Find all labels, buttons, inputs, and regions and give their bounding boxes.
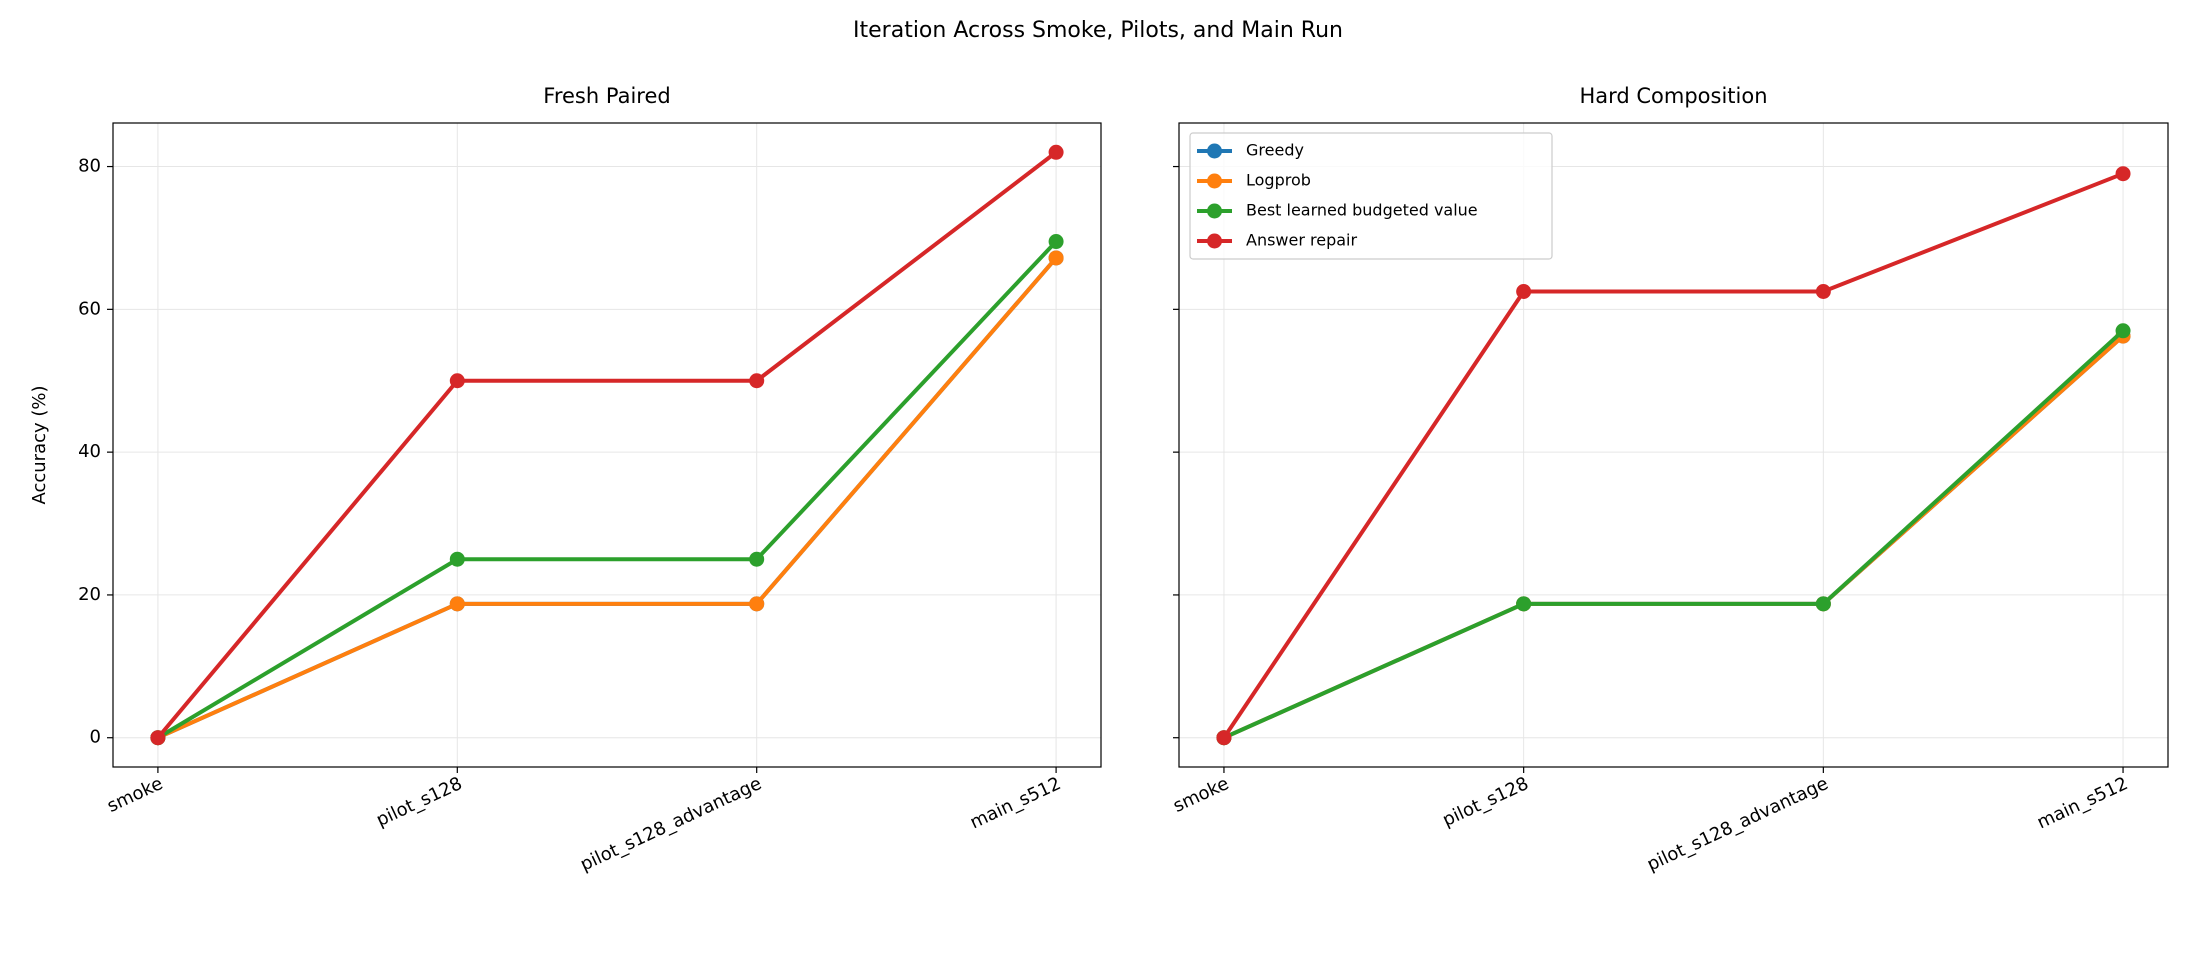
figure-title: Iteration Across Smoke, Pilots, and Main… [853,18,1343,43]
x-tick-label: pilot_s128 [373,773,465,831]
legend: Greedy Logprob Best learned budgeted value… [1189,132,1553,260]
y-axis-label: Accuracy (%) [29,385,50,504]
legend-marker [1207,203,1222,219]
data-point [449,596,465,612]
legend-label: Greedy [1246,141,1304,160]
legend-marker [1207,173,1222,189]
series [1216,328,2131,746]
axes-frame [112,122,1102,768]
chart-title: Hard Composition [1579,84,1767,108]
data-point [2115,166,2131,182]
legend-marker [1207,143,1222,159]
series [150,250,1064,746]
x-tick-label: smoke [1170,773,1232,817]
y-tick-label: 0 [90,727,101,748]
series [1216,323,2131,746]
data-point [749,596,765,612]
x-tick-label: pilot_s128_advantage [577,773,765,875]
data-point [1815,283,1831,299]
legend-marker [1207,233,1222,249]
series [150,250,1064,746]
x-tick-label: main_s512 [967,773,1064,833]
legend-label: Answer repair [1246,231,1357,250]
series-line [157,256,1058,740]
series-line [157,256,1058,740]
data-point [749,373,765,389]
y-tick-label: 20 [78,584,101,605]
y-tick-label: 60 [78,298,101,319]
series [1216,328,2131,746]
series-line [1223,329,2125,740]
data-point [2115,323,2131,339]
series [150,144,1064,746]
data-point [150,730,166,746]
data-point [1048,234,1064,250]
x-tick-label: pilot_s128 [1439,773,1531,831]
series-line [1222,171,2124,739]
series-line [156,240,1058,740]
y-tick-label: 80 [78,156,101,177]
series [1216,166,2131,746]
data-point [1516,596,1532,612]
data-point [1216,730,1232,746]
data-point [749,551,765,567]
legend-label: Logprob [1246,171,1311,190]
data-point [1516,283,1532,299]
legend-label: Best learned budgeted value [1246,201,1478,220]
chart-title: Fresh Paired [543,84,670,108]
y-tick-label: 40 [78,441,101,462]
data-point [1048,144,1064,160]
data-point [449,551,465,567]
series-line [156,150,1058,740]
series [150,234,1064,746]
axes-frame [1178,122,2169,768]
x-tick-label: pilot_s128_advantage [1644,773,1832,875]
data-point [449,373,465,389]
x-tick-label: smoke [104,773,166,817]
data-point [1815,596,1831,612]
data-point [1048,250,1064,266]
x-tick-label: main_s512 [2034,773,2131,833]
legend-box [1189,132,1553,260]
